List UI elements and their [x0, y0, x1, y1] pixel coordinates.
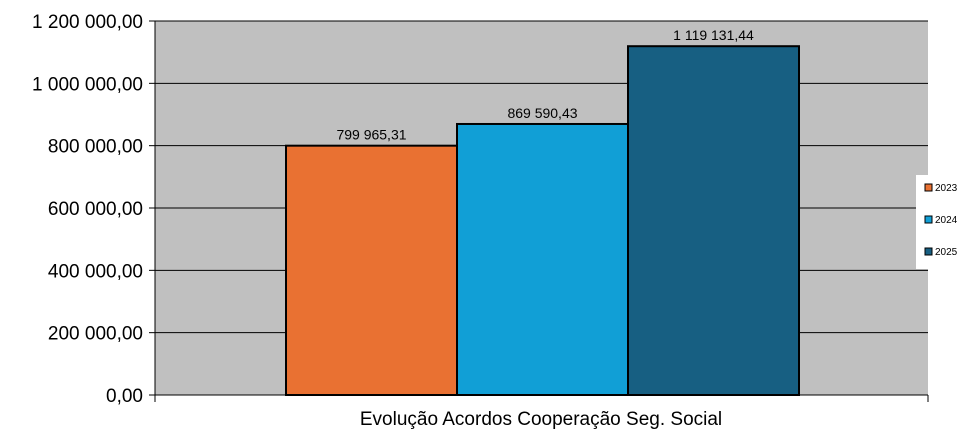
x-category-label: Evolução Acordos Cooperação Seg. Social	[360, 409, 722, 430]
bar-2023	[285, 144, 458, 396]
y-tick-label: 200 000,00	[48, 324, 143, 345]
y-tick-label: 0,00	[106, 386, 143, 407]
y-tick-label: 400 000,00	[48, 261, 143, 282]
legend-swatch-2023	[924, 183, 933, 192]
bars	[285, 45, 800, 396]
legend-label-2023: 2023	[935, 183, 958, 194]
data-labels: 799 965,31 869 590,43 1 119 131,44	[336, 27, 754, 142]
legend-swatch-2024	[924, 215, 933, 224]
data-label-2025: 1 119 131,44	[673, 27, 754, 43]
y-tick-label: 1 000 000,00	[32, 74, 143, 95]
legend-label-2024: 2024	[935, 215, 958, 226]
y-tick-label: 1 200 000,00	[32, 12, 143, 33]
y-axis: 0,00 200 000,00 400 000,00 600 000,00 800 00…	[32, 12, 155, 407]
legend: 2023 2024 2025	[916, 175, 965, 269]
data-label-2023: 799 965,31	[336, 127, 406, 143]
y-tick-label: 600 000,00	[48, 199, 143, 220]
data-label-2024: 869 590,43	[507, 105, 577, 121]
legend-box	[916, 175, 965, 269]
bar-2025	[627, 45, 800, 396]
legend-swatch-2025	[924, 247, 933, 256]
legend-label-2025: 2025	[935, 247, 958, 258]
bar-2024	[456, 122, 629, 396]
y-tick-label: 800 000,00	[48, 137, 143, 158]
